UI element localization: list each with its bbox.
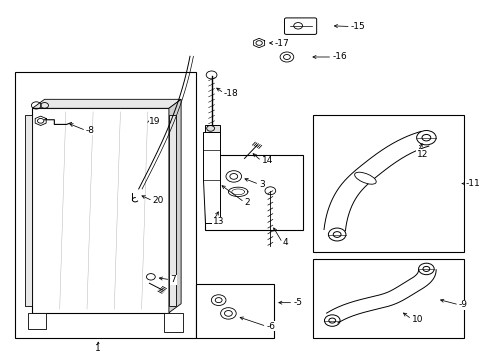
FancyBboxPatch shape bbox=[284, 18, 316, 35]
Bar bbox=[28, 313, 45, 329]
Text: 2: 2 bbox=[244, 198, 250, 207]
Bar bbox=[312, 116, 463, 252]
Text: -11: -11 bbox=[465, 179, 479, 188]
Text: 10: 10 bbox=[411, 315, 423, 324]
Polygon shape bbox=[32, 99, 181, 108]
Text: 4: 4 bbox=[282, 238, 287, 247]
Bar bbox=[195, 284, 273, 338]
Text: -5: -5 bbox=[293, 298, 302, 307]
Bar bbox=[312, 259, 463, 338]
Text: -6: -6 bbox=[266, 322, 275, 331]
Bar bbox=[32, 108, 168, 313]
Bar bbox=[168, 116, 176, 306]
Polygon shape bbox=[168, 99, 181, 313]
Text: -9: -9 bbox=[458, 300, 467, 309]
Polygon shape bbox=[203, 132, 220, 223]
Text: 14: 14 bbox=[261, 157, 272, 166]
Text: 12: 12 bbox=[416, 150, 427, 159]
Text: -17: -17 bbox=[274, 39, 289, 48]
Bar bbox=[15, 72, 195, 338]
Bar bbox=[205, 125, 220, 132]
Bar bbox=[205, 155, 303, 230]
Text: 7: 7 bbox=[170, 275, 176, 284]
Text: 1: 1 bbox=[95, 344, 101, 353]
Text: 13: 13 bbox=[212, 217, 224, 226]
Text: -18: -18 bbox=[224, 89, 238, 98]
Text: 20: 20 bbox=[153, 196, 164, 205]
Text: 19: 19 bbox=[149, 117, 161, 126]
Bar bbox=[25, 116, 32, 306]
Text: 3: 3 bbox=[259, 180, 264, 189]
Text: -8: -8 bbox=[86, 126, 95, 135]
Text: -16: -16 bbox=[331, 53, 346, 62]
Ellipse shape bbox=[354, 172, 375, 184]
Bar bbox=[163, 313, 182, 332]
Text: -15: -15 bbox=[350, 22, 365, 31]
